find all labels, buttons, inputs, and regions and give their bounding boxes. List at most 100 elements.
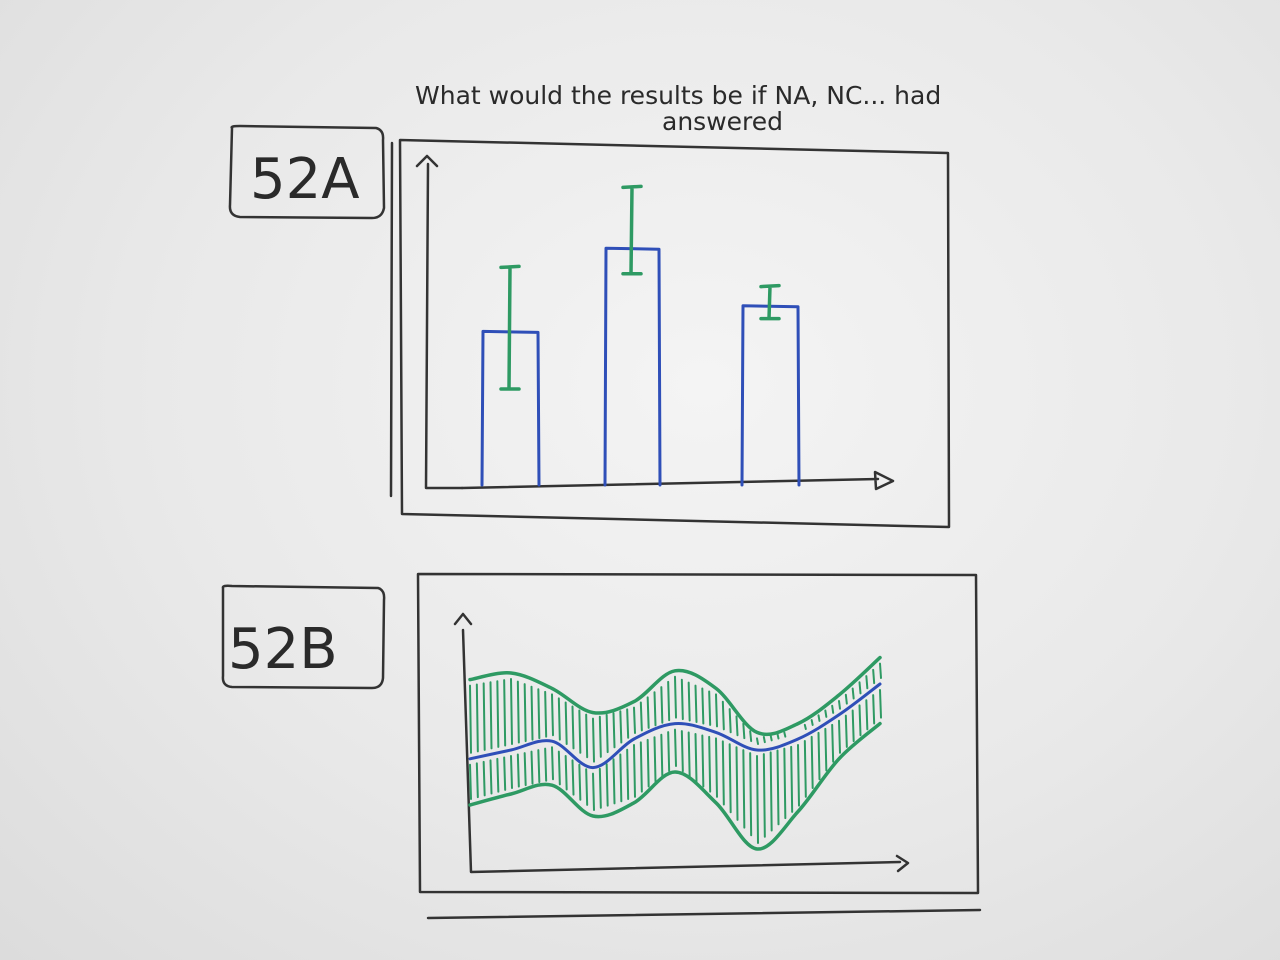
label-text-52b: 52B (228, 617, 338, 682)
band-hatch (523, 683, 527, 743)
figure-label-52a: 52A (228, 124, 386, 220)
band-hatch (817, 714, 821, 722)
label-box-52b (221, 584, 386, 690)
error-bar (759, 283, 781, 321)
band-hatch (824, 727, 828, 772)
band-hatch (721, 740, 725, 806)
band-hatch (803, 739, 807, 798)
band-hatch (776, 749, 780, 826)
band-hatch (578, 709, 582, 754)
band-hatch (803, 723, 807, 730)
band-hatch (756, 737, 759, 745)
band-hatch (701, 734, 705, 788)
band-hatch (619, 753, 623, 803)
band-hatch (571, 705, 575, 750)
chart-52b-x-axis-arrow (895, 854, 910, 873)
band-hatch (674, 728, 677, 767)
band-hatch (831, 723, 835, 763)
band-hatch (715, 693, 718, 728)
band-hatch (605, 713, 609, 754)
band-hatch (626, 748, 630, 800)
band-hatch (516, 680, 520, 744)
band-hatch (844, 693, 848, 705)
band-hatch (469, 763, 472, 800)
chart-52a-y-axis (415, 154, 464, 490)
band-hatch (489, 759, 493, 795)
band-hatch (646, 738, 650, 788)
question-line-2: answered (662, 107, 783, 136)
band-hatch (694, 684, 698, 723)
band-hatch (557, 750, 561, 786)
band-hatch (592, 772, 595, 811)
band-hatch (537, 688, 541, 740)
band-hatch (721, 700, 725, 731)
band-hatch (838, 719, 841, 754)
upper-bound-line (468, 655, 882, 737)
band-hatch (564, 755, 568, 791)
chart-52a-frame (389, 138, 951, 529)
band-hatch (612, 712, 616, 749)
band-hatch (687, 681, 691, 722)
band-hatch (639, 741, 643, 793)
band-hatch (646, 696, 650, 729)
band-hatch (783, 747, 787, 820)
error-bar (621, 184, 643, 276)
band-hatch (851, 687, 855, 700)
band-hatch (660, 733, 664, 778)
question-line-1: What would the results be if NA, NC... h… (415, 81, 941, 110)
lower-bound-line (468, 721, 882, 851)
band-hatch (653, 736, 657, 783)
band-hatch (735, 715, 739, 737)
band-hatch (715, 737, 718, 798)
band-hatch (844, 714, 848, 748)
chart-52b-band (468, 655, 882, 851)
band-hatch (680, 730, 684, 773)
figure-label-52b: 52B (221, 584, 386, 690)
band-hatch (551, 746, 554, 781)
band-hatch (817, 731, 821, 781)
band-hatch (831, 704, 835, 714)
chart-52b (416, 572, 982, 920)
band-hatch (605, 763, 609, 807)
band-hatch (503, 679, 507, 747)
band-hatch (489, 681, 493, 750)
band-hatch (530, 685, 534, 741)
band-hatch (598, 715, 602, 758)
band-hatch (687, 731, 691, 778)
band-hatch (851, 709, 855, 743)
band-hatch (585, 768, 589, 806)
band-hatch (680, 678, 684, 721)
label-box-52a (228, 124, 386, 220)
band-hatch (810, 735, 814, 789)
band-hatch (612, 758, 616, 805)
band-hatch (783, 731, 787, 738)
band-hatch (728, 743, 732, 814)
band-hatch (872, 694, 876, 725)
center-line (468, 682, 882, 770)
band-hatch (619, 710, 623, 744)
band-hatch (653, 691, 657, 727)
band-hatch (523, 752, 527, 787)
bar (740, 304, 801, 487)
band-hatch (482, 760, 486, 797)
band-hatch (475, 762, 479, 799)
band-hatch (742, 749, 746, 829)
band-hatch (776, 733, 780, 740)
band-hatch (879, 689, 882, 719)
band-hatch (742, 722, 746, 740)
error-bar (499, 264, 521, 391)
band-hatch (667, 731, 671, 773)
band-hatch (735, 746, 739, 821)
band-hatch (824, 709, 828, 718)
band-hatch (769, 734, 773, 742)
band-hatch (516, 753, 520, 788)
band-hatch (544, 747, 548, 782)
band-hatch (639, 701, 643, 732)
band-hatch (557, 697, 561, 741)
band-hatch (633, 744, 636, 798)
band-hatch (749, 730, 753, 743)
band-hatch (537, 749, 541, 784)
chart-52a-bars (480, 184, 801, 487)
band-hatch (510, 678, 513, 745)
